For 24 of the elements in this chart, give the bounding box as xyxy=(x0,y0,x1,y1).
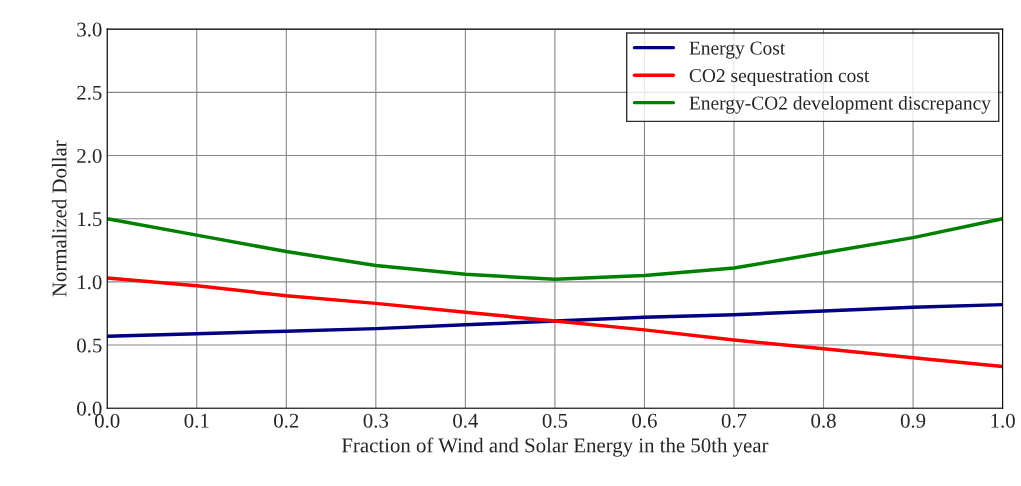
y-tick-label: 1.5 xyxy=(78,212,102,227)
x-tick-label: 0.3 xyxy=(363,413,389,428)
y-tick-label: 1.0 xyxy=(78,275,102,290)
line-series xyxy=(107,276,1003,369)
x-tick-label: 0.5 xyxy=(542,413,568,428)
y-tick-label: 0.5 xyxy=(77,338,102,353)
x-tick-label: 0.4 xyxy=(453,413,479,428)
line-series xyxy=(107,216,1003,282)
legend-label: Energy-CO2 development discrepancy xyxy=(689,95,991,114)
x-tick-label: 1.0 xyxy=(991,413,1015,428)
x-axis-title: Fraction of Wind and Solar Energy in the 50th year xyxy=(341,437,769,457)
line-series xyxy=(107,302,1003,338)
x-tick-label: 0.1 xyxy=(184,413,209,428)
x-tick-label: 0.8 xyxy=(811,413,836,428)
x-tick-label: 0.6 xyxy=(632,413,657,428)
legend-label: Energy Cost xyxy=(689,41,786,59)
y-tick-label: 2.0 xyxy=(77,148,102,164)
legend-label: CO2 sequestration cost xyxy=(689,69,870,87)
y-tick-label: 3.0 xyxy=(77,22,102,37)
x-tick-label: 0.2 xyxy=(274,413,299,428)
x-tick-label: 0.7 xyxy=(721,413,747,428)
x-tick-label: 0.9 xyxy=(900,413,926,428)
y-tick-label: 2.5 xyxy=(77,85,102,100)
y-axis-title: Normalized Dollar xyxy=(51,140,67,297)
